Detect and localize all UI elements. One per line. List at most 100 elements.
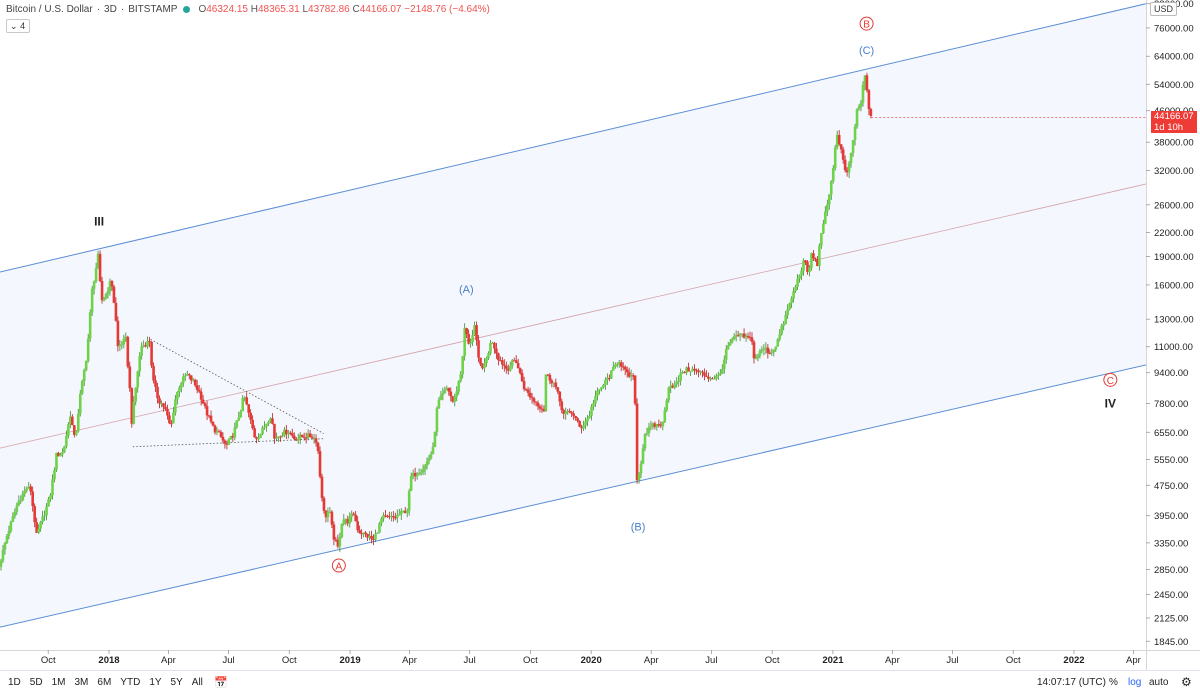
candle-body <box>154 380 157 387</box>
candle-body <box>180 383 183 388</box>
wave-label: B <box>863 20 870 31</box>
candle-body <box>845 170 849 173</box>
candle <box>621 362 625 371</box>
candle-body <box>382 515 385 519</box>
candle-body <box>746 335 750 337</box>
range-button-3m[interactable]: 3M <box>74 677 89 688</box>
candle <box>185 370 189 376</box>
candle <box>392 511 395 522</box>
candle-body <box>316 442 320 452</box>
candle-body <box>344 519 348 521</box>
candle <box>156 382 159 404</box>
currency-label[interactable]: USD <box>1150 2 1178 16</box>
percent-toggle[interactable]: % <box>1109 677 1118 688</box>
candle <box>544 374 548 412</box>
candle <box>247 404 250 418</box>
symbol-name: Bitcoin / U.S. Dollar <box>6 4 93 15</box>
range-button-1y[interactable]: 1Y <box>149 677 162 688</box>
candle <box>140 342 143 360</box>
candle <box>427 454 431 465</box>
range-button-1d[interactable]: 1D <box>8 677 21 688</box>
indicator-toggle[interactable]: ⌄ 4 <box>6 19 31 33</box>
candle <box>148 336 151 348</box>
candle <box>396 509 399 523</box>
candle <box>1 544 5 563</box>
candle <box>314 434 318 447</box>
candle <box>649 420 653 431</box>
candle-body <box>667 387 671 401</box>
candle <box>604 377 607 390</box>
candle-body <box>475 325 478 341</box>
range-button-1m[interactable]: 1M <box>51 677 66 688</box>
candle-body <box>606 378 609 380</box>
gear-icon[interactable]: ⚙ <box>1181 675 1192 689</box>
y-tick-label: 13000.00 <box>1154 315 1194 326</box>
calendar-icon[interactable]: 📅 <box>214 677 228 689</box>
candle <box>780 323 784 336</box>
candle-body <box>61 452 64 455</box>
candle <box>356 516 359 533</box>
candle-body <box>707 376 710 379</box>
candle <box>594 390 597 407</box>
candle-body <box>431 446 435 455</box>
candle <box>330 510 334 528</box>
candle <box>320 473 324 502</box>
candle <box>67 422 70 439</box>
candle-body <box>170 423 173 425</box>
candle-body <box>130 388 134 424</box>
candle <box>350 510 354 522</box>
candle-body <box>471 335 474 343</box>
chevron-down-icon: ⌄ <box>10 21 18 31</box>
range-button-5y[interactable]: 5Y <box>170 677 183 688</box>
range-button-6m[interactable]: 6M <box>97 677 112 688</box>
candle <box>508 361 512 372</box>
candle-body <box>457 381 461 392</box>
candle <box>269 417 272 424</box>
candle-body <box>847 162 851 173</box>
candle <box>516 358 520 369</box>
candle-body <box>94 268 98 282</box>
candle-body <box>548 374 552 381</box>
candle-body <box>221 436 225 441</box>
candle-body <box>532 398 536 402</box>
candle <box>818 243 821 271</box>
candle-body <box>45 506 48 516</box>
bar-countdown: 1d 10h <box>1154 122 1184 133</box>
candle-body <box>405 510 409 514</box>
clock-time[interactable]: 14:07:17 (UTC) <box>1037 677 1106 688</box>
candle-body <box>493 342 496 349</box>
candle <box>55 452 58 472</box>
candle-body <box>241 397 245 412</box>
candle <box>306 429 310 441</box>
candle <box>168 411 171 425</box>
candle <box>613 362 617 369</box>
candle <box>851 139 855 157</box>
candle <box>130 387 134 428</box>
candle-body <box>392 516 395 518</box>
channel-upper-line <box>0 3 1146 273</box>
candle-body <box>744 335 748 338</box>
candle <box>126 335 130 369</box>
candle <box>485 356 488 367</box>
candle-body <box>770 352 774 354</box>
candle <box>364 531 367 538</box>
candle-body <box>784 315 787 325</box>
candle <box>536 400 540 411</box>
x-tick-label: Apr <box>161 655 176 666</box>
candle <box>409 472 413 492</box>
candle <box>102 297 106 302</box>
auto-toggle[interactable]: auto <box>1149 677 1169 688</box>
candle-body <box>259 434 262 438</box>
range-button-5d[interactable]: 5D <box>29 677 43 688</box>
candle-body <box>820 233 823 246</box>
candle-body <box>869 109 873 116</box>
range-button-all[interactable]: All <box>191 677 203 688</box>
candle <box>600 386 603 392</box>
range-button-ytd[interactable]: YTD <box>120 677 141 688</box>
interval-label[interactable]: 3D <box>104 4 117 15</box>
candle <box>17 495 21 507</box>
log-toggle[interactable]: log <box>1128 677 1142 688</box>
candle <box>675 377 679 388</box>
candle-body <box>326 511 330 518</box>
price-chart[interactable]: III(A)(B)(C)BACIV88000.0076000.0064000.0… <box>0 0 1200 670</box>
